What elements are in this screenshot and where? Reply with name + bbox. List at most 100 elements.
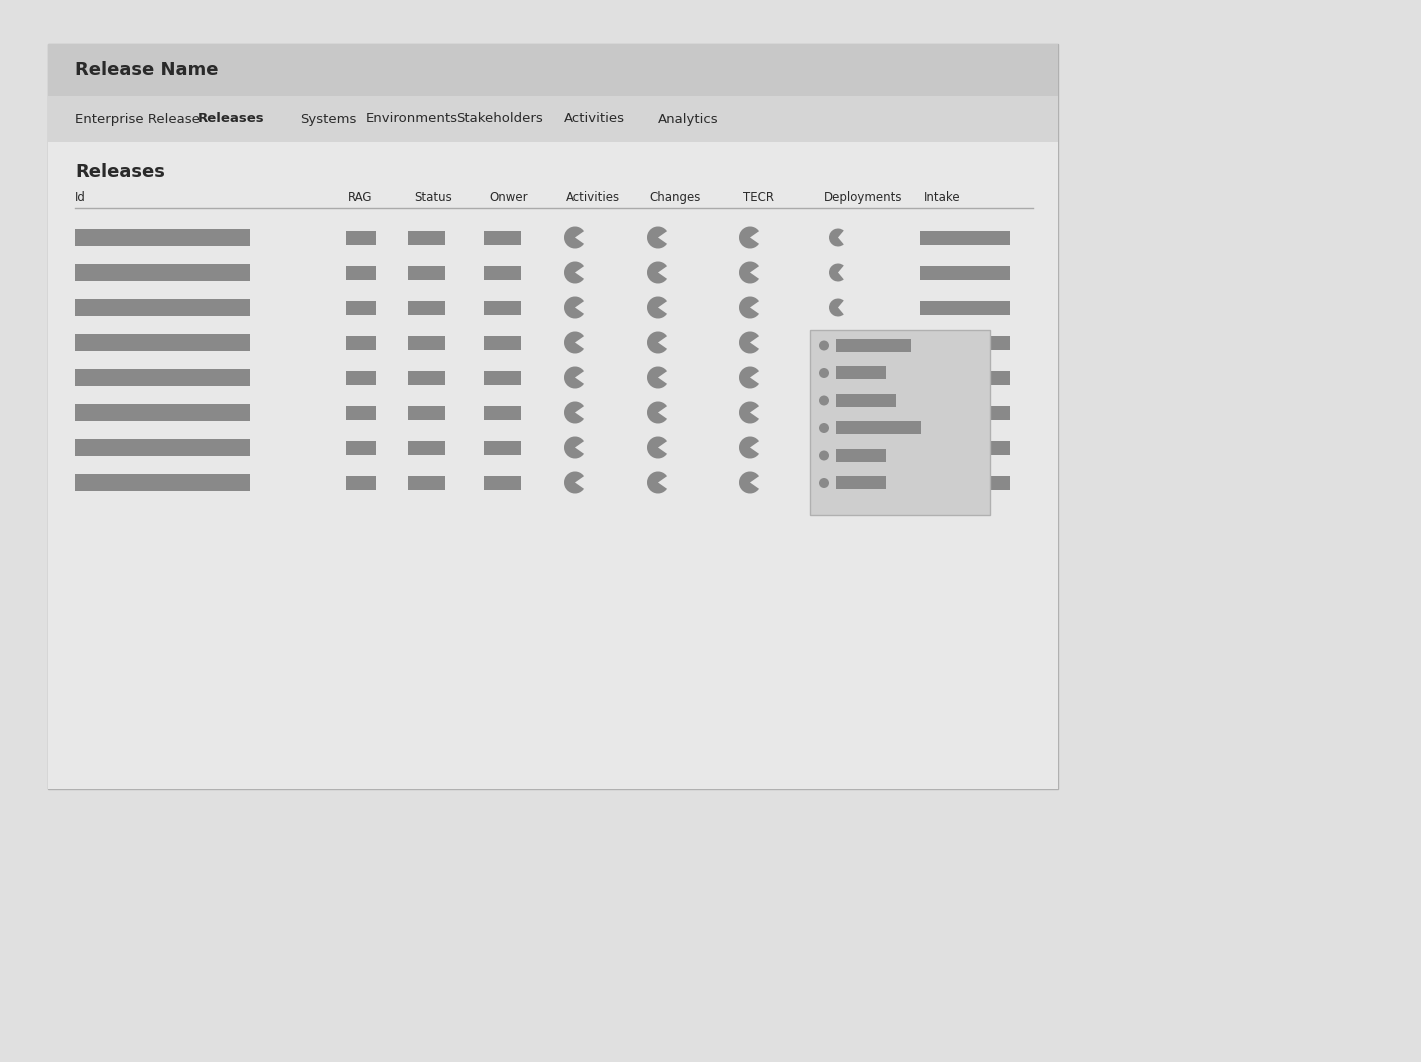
Bar (345, 406, 377, 419)
Bar (485, 441, 522, 455)
Wedge shape (647, 472, 666, 494)
Bar (485, 230, 522, 244)
Bar (919, 301, 1010, 314)
Bar (836, 366, 887, 379)
Wedge shape (739, 366, 759, 389)
Wedge shape (647, 261, 666, 284)
Wedge shape (828, 333, 844, 352)
Wedge shape (564, 261, 584, 284)
Bar (345, 371, 377, 384)
Circle shape (818, 395, 828, 406)
Text: Systems: Systems (300, 113, 357, 125)
Bar (345, 266, 377, 279)
Text: Analytics: Analytics (658, 113, 719, 125)
Bar (919, 371, 1010, 384)
Bar (75, 263, 250, 280)
Bar (75, 474, 250, 491)
Wedge shape (828, 228, 844, 246)
Wedge shape (647, 331, 666, 354)
Bar (48, 142, 1059, 789)
Text: Releases: Releases (75, 162, 165, 181)
Wedge shape (739, 436, 759, 459)
Bar (485, 266, 522, 279)
Text: Releases: Releases (198, 113, 264, 125)
Bar (836, 339, 911, 352)
Circle shape (818, 478, 828, 489)
Bar (485, 301, 522, 314)
Text: RAG: RAG (348, 191, 372, 204)
Bar (48, 44, 1059, 96)
Wedge shape (739, 226, 759, 249)
Wedge shape (739, 296, 759, 319)
Bar (75, 369, 250, 386)
Text: Deployments: Deployments (824, 191, 902, 204)
Bar (919, 406, 1010, 419)
Wedge shape (564, 226, 584, 249)
Circle shape (818, 369, 828, 378)
Wedge shape (828, 298, 844, 316)
Bar (408, 476, 445, 490)
Bar (485, 336, 522, 349)
Circle shape (818, 450, 828, 461)
Bar (75, 333, 250, 350)
Bar (810, 329, 990, 514)
Wedge shape (739, 472, 759, 494)
Bar (408, 266, 445, 279)
Text: Onwer: Onwer (489, 191, 527, 204)
Wedge shape (564, 472, 584, 494)
Circle shape (818, 423, 828, 433)
Bar (408, 336, 445, 349)
Bar (345, 441, 377, 455)
Text: Id: Id (75, 191, 85, 204)
Wedge shape (739, 261, 759, 284)
Wedge shape (647, 296, 666, 319)
Wedge shape (564, 366, 584, 389)
Bar (48, 44, 1059, 789)
Wedge shape (564, 296, 584, 319)
Bar (836, 476, 887, 489)
Wedge shape (647, 436, 666, 459)
Text: Activities: Activities (564, 113, 625, 125)
Circle shape (818, 341, 828, 350)
Wedge shape (564, 436, 584, 459)
Bar (919, 266, 1010, 279)
Wedge shape (739, 331, 759, 354)
Text: Changes: Changes (649, 191, 701, 204)
Text: Release Name: Release Name (75, 61, 219, 79)
Bar (345, 336, 377, 349)
Bar (485, 406, 522, 419)
Bar (345, 476, 377, 490)
Bar (836, 421, 921, 434)
Bar (485, 476, 522, 490)
Bar (345, 301, 377, 314)
Wedge shape (564, 331, 584, 354)
Wedge shape (739, 401, 759, 424)
Wedge shape (647, 366, 666, 389)
Bar (408, 301, 445, 314)
Bar (919, 476, 1010, 490)
Text: Stakeholders: Stakeholders (456, 113, 543, 125)
Bar (345, 230, 377, 244)
Wedge shape (564, 401, 584, 424)
Text: TECR: TECR (743, 191, 774, 204)
Bar (75, 228, 250, 245)
Text: Enterprise Release: Enterprise Release (75, 113, 200, 125)
Wedge shape (828, 263, 844, 281)
Text: Activities: Activities (566, 191, 620, 204)
Wedge shape (647, 226, 666, 249)
Bar (836, 448, 887, 462)
Wedge shape (647, 401, 666, 424)
Bar (75, 298, 250, 315)
Bar (485, 371, 522, 384)
Bar (75, 439, 250, 456)
Bar (836, 394, 897, 407)
Bar (408, 371, 445, 384)
Text: Intake: Intake (924, 191, 961, 204)
Bar (408, 441, 445, 455)
Text: Environments: Environments (367, 113, 458, 125)
Bar (919, 336, 1010, 349)
Bar (48, 96, 1059, 142)
Text: Status: Status (414, 191, 452, 204)
Bar (408, 230, 445, 244)
Bar (919, 441, 1010, 455)
